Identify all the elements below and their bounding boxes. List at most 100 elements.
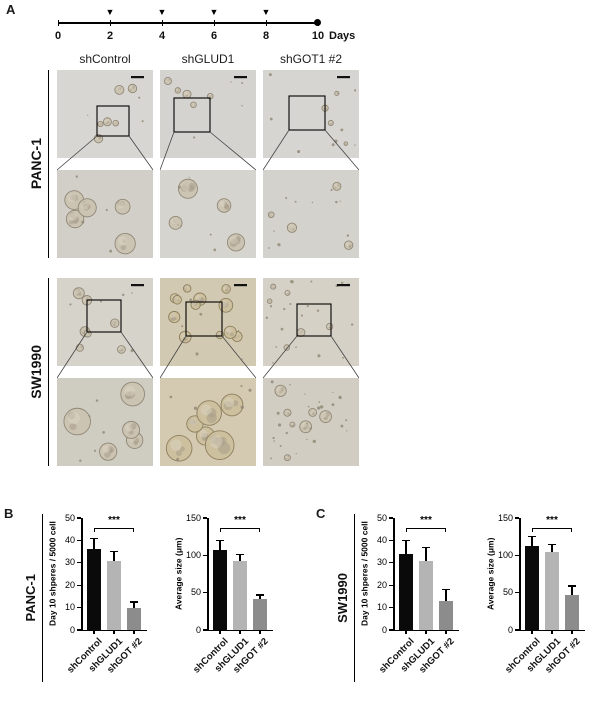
micrograph-zoom-image xyxy=(57,378,153,466)
error-bar-cap xyxy=(568,585,576,587)
bar xyxy=(399,553,413,630)
y-tick-mark xyxy=(515,592,519,594)
error-bar xyxy=(551,544,553,552)
y-tick-label: 0 xyxy=(381,624,387,635)
column-header-shgot1: shGOT1 #2 xyxy=(279,52,343,66)
x-tick-mark xyxy=(113,631,115,634)
sphere-colony xyxy=(283,344,291,351)
y-tick-label: 0 xyxy=(69,624,75,635)
panel-b: B PANC-1 Day 10 shperes / 5000 cell 0 10 20… xyxy=(2,502,288,716)
sphere-colony xyxy=(204,430,235,460)
x-tick-mark xyxy=(405,631,407,634)
micrograph-column xyxy=(57,278,153,466)
cell-line-label-sw1990: SW1990 xyxy=(24,278,49,466)
y-axis xyxy=(207,518,209,631)
inset-box xyxy=(86,299,122,333)
micrograph-column xyxy=(160,278,256,466)
y-axis xyxy=(81,518,83,631)
y-tick-mark xyxy=(77,629,81,631)
significance-line-end xyxy=(444,528,446,532)
sphere-colony xyxy=(343,240,354,250)
significance-line-end xyxy=(94,528,96,532)
y-tick-mark xyxy=(389,562,393,564)
error-bar xyxy=(259,594,261,599)
micrograph-column xyxy=(160,70,256,258)
sphere-colony xyxy=(97,120,104,128)
significance-line xyxy=(532,528,572,530)
error-bar-cap xyxy=(422,546,430,548)
sphere-colony xyxy=(284,289,291,296)
x-axis xyxy=(519,629,585,631)
error-bar xyxy=(405,540,407,554)
y-tick-mark xyxy=(203,592,207,594)
sphere-colony xyxy=(114,84,125,95)
sphere-colony xyxy=(165,434,193,462)
sphere-colony xyxy=(114,198,131,215)
timeline-axis xyxy=(58,22,319,24)
y-tick-mark xyxy=(389,607,393,609)
x-tick-mark xyxy=(531,631,533,634)
micrograph-zoom-image xyxy=(160,378,256,466)
y-tick-label: 10 xyxy=(64,602,75,613)
inset-box xyxy=(296,303,332,337)
sphere-colony xyxy=(99,442,118,461)
error-bar-cap xyxy=(130,601,138,603)
micrograph-column xyxy=(263,278,359,466)
bar xyxy=(87,549,101,630)
y-axis-title: Average size (μm) xyxy=(485,537,496,611)
timeline-arrow-icon: ▼ xyxy=(157,7,167,17)
y-tick-label: 150 xyxy=(497,512,513,523)
significance-line-end xyxy=(258,528,260,532)
sphere-colony xyxy=(220,393,244,417)
sphere-colony xyxy=(289,421,296,428)
y-tick-label: 50 xyxy=(376,512,387,523)
sphere-colony xyxy=(308,407,318,417)
sphere-colony xyxy=(283,408,292,417)
timeline-day-label: 4 xyxy=(158,30,166,42)
x-axis xyxy=(393,629,459,631)
timeline-unit-label: Days xyxy=(329,30,356,42)
significance-stars: *** xyxy=(108,515,120,526)
panel-b-label: B xyxy=(4,506,14,521)
chart-panc1-average-size: Average size (μm) 0 50 100 150 shControl shGLU… xyxy=(172,510,276,700)
y-tick-mark xyxy=(203,629,207,631)
bar xyxy=(525,546,539,630)
y-tick-label: 40 xyxy=(376,534,387,545)
sphere-colony xyxy=(178,330,192,344)
x-tick-mark xyxy=(133,631,135,634)
timeline-arrow-icon: ▼ xyxy=(105,7,115,17)
y-tick-label: 50 xyxy=(190,587,201,598)
sphere-colony xyxy=(286,222,298,233)
y-tick-mark xyxy=(203,517,207,519)
error-bar xyxy=(239,554,241,561)
significance-line xyxy=(94,528,134,530)
sphere-colony xyxy=(72,287,85,300)
inset-box xyxy=(173,97,211,133)
error-bar-cap xyxy=(90,537,98,539)
y-tick-label: 10 xyxy=(376,602,387,613)
y-tick-mark xyxy=(389,629,393,631)
y-tick-label: 150 xyxy=(185,512,201,523)
micrograph-zoom-image xyxy=(57,170,153,258)
sphere-colony xyxy=(163,77,172,86)
sphere-colony xyxy=(168,310,181,324)
y-tick-label: 30 xyxy=(64,557,75,568)
significance-line xyxy=(220,528,260,530)
panel-c-label: C xyxy=(316,506,326,521)
y-tick-label: 50 xyxy=(502,587,513,598)
sphere-colony xyxy=(332,181,342,191)
panel-c: C SW1990 Day 10 shperes / 5000 cell 0 10 20… xyxy=(314,502,600,716)
error-bar xyxy=(93,538,95,550)
significance-stars: *** xyxy=(234,515,246,526)
timeline-tick xyxy=(110,20,112,26)
micrograph-image xyxy=(263,278,359,366)
error-bar xyxy=(531,536,533,547)
y-tick-mark xyxy=(389,517,393,519)
sphere-colony xyxy=(122,420,141,439)
bar xyxy=(213,550,227,630)
sphere-colony xyxy=(326,323,334,331)
error-bar-cap xyxy=(548,543,556,545)
y-tick-mark xyxy=(77,584,81,586)
error-bar-cap xyxy=(402,539,410,542)
